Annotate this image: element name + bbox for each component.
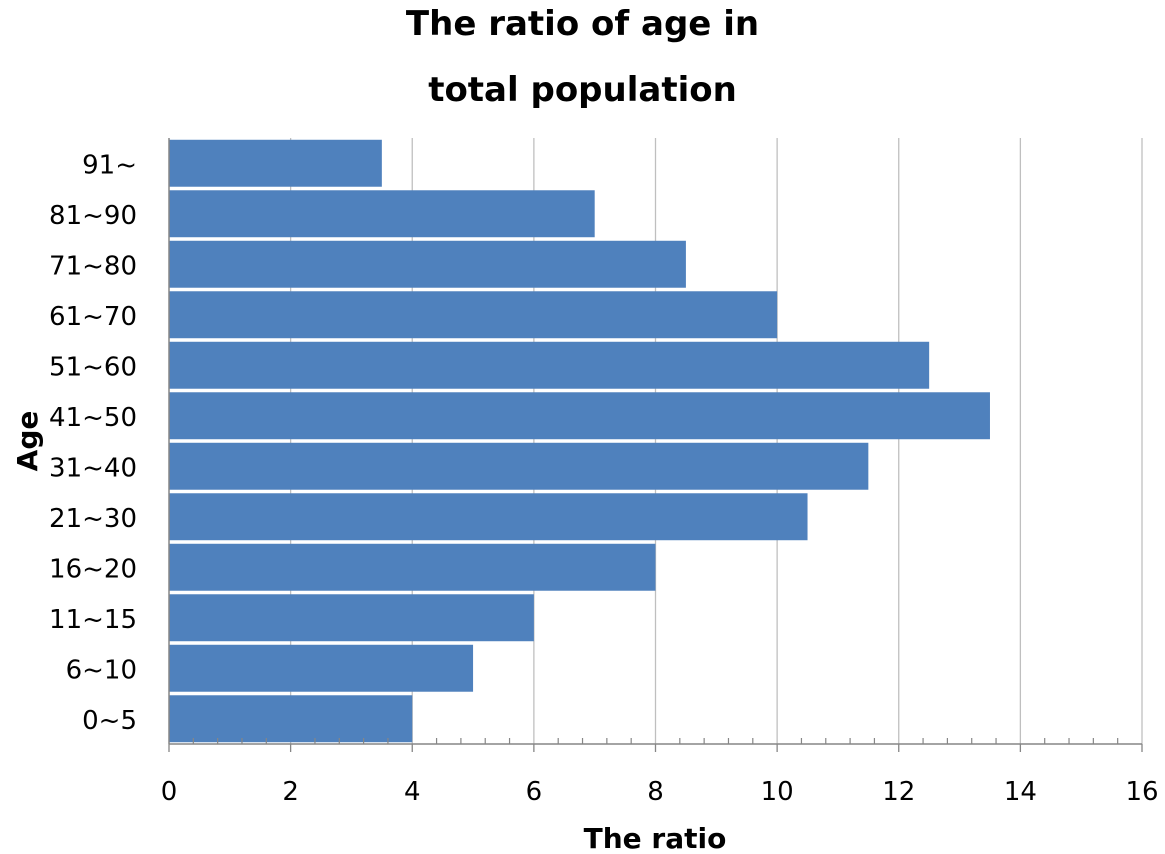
x-tick-label: 4 xyxy=(404,777,421,807)
y-tick-label: 51~60 xyxy=(49,352,137,382)
x-tick-label: 2 xyxy=(282,777,299,807)
x-tick-label: 6 xyxy=(526,777,543,807)
bar xyxy=(169,190,595,237)
y-tick-label: 61~70 xyxy=(49,302,137,332)
y-tick-label: 71~80 xyxy=(49,251,137,281)
y-tick-label: 31~40 xyxy=(49,453,137,483)
x-tick-label: 12 xyxy=(882,777,915,807)
bar xyxy=(169,342,929,389)
x-tick-label: 16 xyxy=(1125,777,1158,807)
bar xyxy=(169,695,412,742)
y-tick-label: 0~5 xyxy=(82,706,137,736)
x-axis-title: The ratio xyxy=(584,822,727,854)
x-tick-label: 14 xyxy=(1004,777,1037,807)
bar xyxy=(169,392,990,439)
x-tick-label: 10 xyxy=(761,777,794,807)
bar xyxy=(169,443,868,490)
y-tick-label: 6~10 xyxy=(66,655,137,685)
bar xyxy=(169,645,473,692)
x-tick-label: 8 xyxy=(647,777,664,807)
y-tick-label: 21~30 xyxy=(49,504,137,534)
y-tick-label: 91~ xyxy=(82,150,137,180)
y-tick-label: 11~15 xyxy=(49,605,137,635)
bar xyxy=(169,241,686,288)
y-axis-title: Age xyxy=(11,411,44,472)
bar xyxy=(169,140,382,187)
y-tick-label: 41~50 xyxy=(49,403,137,433)
x-tick-label: 0 xyxy=(161,777,178,807)
bar xyxy=(169,291,777,338)
bar xyxy=(169,594,534,641)
bars xyxy=(169,140,990,742)
y-tick-label: 81~90 xyxy=(49,201,137,231)
bar xyxy=(169,493,808,540)
bar xyxy=(169,544,656,591)
y-tick-label: 16~20 xyxy=(49,554,137,584)
